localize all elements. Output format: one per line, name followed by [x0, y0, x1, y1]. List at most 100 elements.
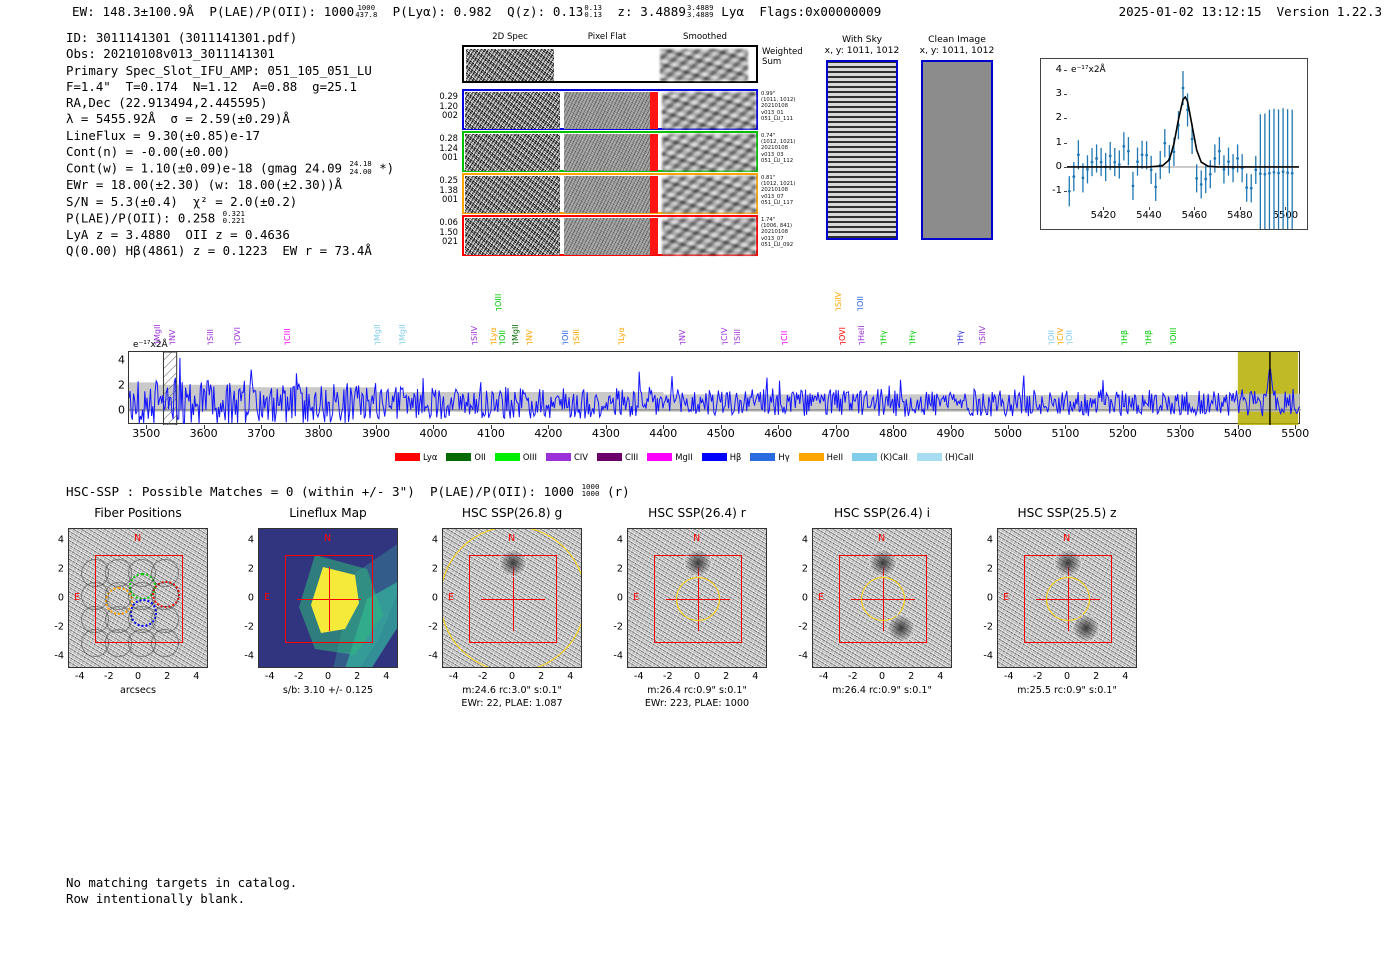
- hsc-x-tick: 4: [937, 671, 944, 682]
- sky-cutout-title-1: Clean Image x, y: 1011, 1012: [919, 34, 995, 56]
- emission-line-tick: ⌐: [526, 339, 534, 349]
- spectrum-x-tick: 4400: [649, 427, 678, 440]
- header-plae-label: P(LAE)/P(OII):: [209, 4, 317, 20]
- fiber-smoothed-image: [662, 176, 756, 213]
- spec2d-fiber-row: [462, 131, 758, 172]
- spectrum-canvas: [129, 352, 1301, 425]
- lineplot-x-tick: 5420: [1090, 210, 1117, 221]
- emission-line-tick: ⌐: [781, 339, 789, 349]
- legend-item: (H)CaII: [917, 452, 974, 462]
- spectrum-x-tick: 3900: [362, 427, 391, 440]
- emission-line-label: Lyα: [616, 327, 626, 341]
- emission-line-zoom-chart: e⁻¹⁷x2Å -1 0 1 2 3 4 5420 5440 5460 5480 5500: [1040, 58, 1308, 230]
- lineplot-y-tick: -1: [1052, 185, 1062, 197]
- fiber-row-meta: 0.99" (1011, 1012) 20210108 v013_01 051_LU_1…: [761, 91, 796, 122]
- legend-swatch: [545, 453, 571, 461]
- info-lineflux: LineFlux = 9.30(±0.85)e-17: [66, 127, 260, 143]
- fiber-2dspec-image: [465, 134, 560, 171]
- legend-label: CIII: [625, 452, 639, 462]
- hsc-panel-caption: m:24.6 rc:3.0" s:0.1" EWr: 22, PLAE: 1.08…: [417, 685, 607, 710]
- hsc-x-tick: -4: [1003, 671, 1014, 682]
- emission-line-tick: ⌐: [839, 339, 847, 349]
- spectrum-x-tick: 3700: [247, 427, 276, 440]
- spectrum-masked-region: [162, 352, 178, 425]
- legend-swatch: [494, 453, 520, 461]
- info-sn-chi2: S/N = 5.3(±0.4) χ² = 2.0(±0.2): [66, 193, 298, 209]
- hsc-cutout-panel: Fiber Positions N E 4 2 0 -2 -4 -4 -2 0 2 4 arcsecs: [54, 506, 208, 696]
- hsc-x-tick: -2: [1033, 671, 1043, 682]
- emission-line-tick: ⌐: [1057, 339, 1065, 349]
- spectrum-x-tick: 4300: [591, 427, 620, 440]
- fiber-circle-background: [151, 628, 180, 657]
- spec2d-fiber-row: [462, 173, 758, 214]
- hsc-y-tick: 4: [247, 534, 254, 546]
- lineplot-canvas: [1067, 71, 1299, 229]
- hsc-y-tick: 0: [986, 592, 993, 604]
- emission-line-tick: ⌐: [1120, 339, 1129, 349]
- emission-line-tick: ⌐: [234, 339, 242, 349]
- hsc-y-tick: 4: [986, 534, 993, 546]
- hsc-x-tick: -4: [448, 671, 459, 682]
- spectrum-x-tick: 4800: [879, 427, 908, 440]
- spec2d-weighted-sum-row: [462, 45, 758, 83]
- hsc-x-tick: -4: [264, 671, 275, 682]
- hsc-panel-caption-line1: m:25.5 rc:0.9" s:0.1": [1017, 685, 1117, 696]
- hsc-x-tick: -2: [663, 671, 673, 682]
- emission-line-tick: ⌐: [858, 339, 866, 349]
- lineplot-flux-unit-annotation: e⁻¹⁷x2Å: [1071, 65, 1106, 75]
- info-cont-w: Cont(w) = 1.10(±0.09)e-18 (gmag 24.09 24…: [66, 159, 395, 177]
- hsc-cutout-panel: HSC SSP(26.4) r N E 4 2 0 -2 -4 -4 -2 0 2 4 m:26.4 rc…: [613, 506, 767, 709]
- emission-line-label: Hγ: [956, 330, 966, 341]
- fiber-smoothed-image: [662, 134, 756, 171]
- hsc-y-tick: -2: [983, 621, 993, 633]
- spectrum-y-tick: 2: [118, 378, 125, 392]
- legend-swatch: [597, 453, 622, 461]
- hsc-y-tick: 0: [616, 592, 623, 604]
- hsc-x-tick: 0: [508, 671, 516, 682]
- legend-label: OIII: [522, 452, 537, 462]
- emission-line-tick: ⌐: [283, 339, 292, 349]
- emission-line-tick: ⌐: [1169, 339, 1178, 349]
- footer-note: No matching targets in catalog. Row inte…: [66, 875, 297, 908]
- hsc-y-tick: 2: [431, 563, 438, 575]
- header-flags: Flags:0x00000009: [759, 4, 882, 20]
- hsc-y-tick: -4: [613, 650, 623, 662]
- hsc-panel-caption: m:26.4 rc:0.9" s:0.1": [787, 685, 977, 698]
- hsc-y-tick: -2: [244, 621, 254, 633]
- emission-line-tick: ⌐: [489, 339, 498, 349]
- emission-line-tick: ⌐: [721, 339, 730, 349]
- hsc-x-tick: -2: [848, 671, 858, 682]
- spectrum-x-tick: 5100: [1051, 427, 1080, 440]
- header-z-value: 3.4889: [640, 4, 687, 20]
- emission-line-label: MgII: [372, 324, 382, 341]
- compass-east-label: E: [1003, 592, 1010, 603]
- emission-line-label: NV: [167, 329, 177, 341]
- spec2d-column-title-2: Smoothed: [683, 32, 727, 42]
- spec2d-column-title-1: Pixel Flat: [587, 32, 627, 42]
- legend-label: Hγ: [778, 452, 790, 462]
- compass-east-label: E: [818, 592, 825, 603]
- fiber-row-stats: 0.06 1.50 021: [439, 217, 458, 247]
- hsc-y-tick: -4: [428, 650, 438, 662]
- hsc-x-tick: 4: [383, 671, 390, 682]
- lineplot-x-tick: 5500: [1272, 210, 1299, 221]
- header-qz-range: 0.13 0.13: [584, 3, 603, 20]
- hsc-x-tick: -2: [294, 671, 304, 682]
- weighted-sum-2dspec-image: [466, 49, 554, 81]
- hsc-y-tick: 2: [247, 563, 254, 575]
- emission-line-tick: ⌐: [495, 305, 503, 315]
- footer-line-1: No matching targets in catalog.: [66, 875, 298, 890]
- lineflux-map-render: [299, 544, 397, 667]
- legend-swatch: [917, 453, 943, 461]
- fiber-pixelflat-image: [564, 134, 650, 171]
- header-z-range: 3.4889 3.4889: [687, 3, 714, 20]
- compass-north-label: N: [134, 533, 142, 544]
- hsc-x-tick: -2: [478, 671, 488, 682]
- lineplot-gaussian-fit: [1067, 95, 1299, 168]
- with-sky-cutout: [826, 60, 898, 240]
- fiber-smoothed-image: [662, 218, 756, 255]
- hsc-y-tick: 2: [801, 563, 808, 575]
- emission-line-tick: ⌐: [206, 339, 215, 349]
